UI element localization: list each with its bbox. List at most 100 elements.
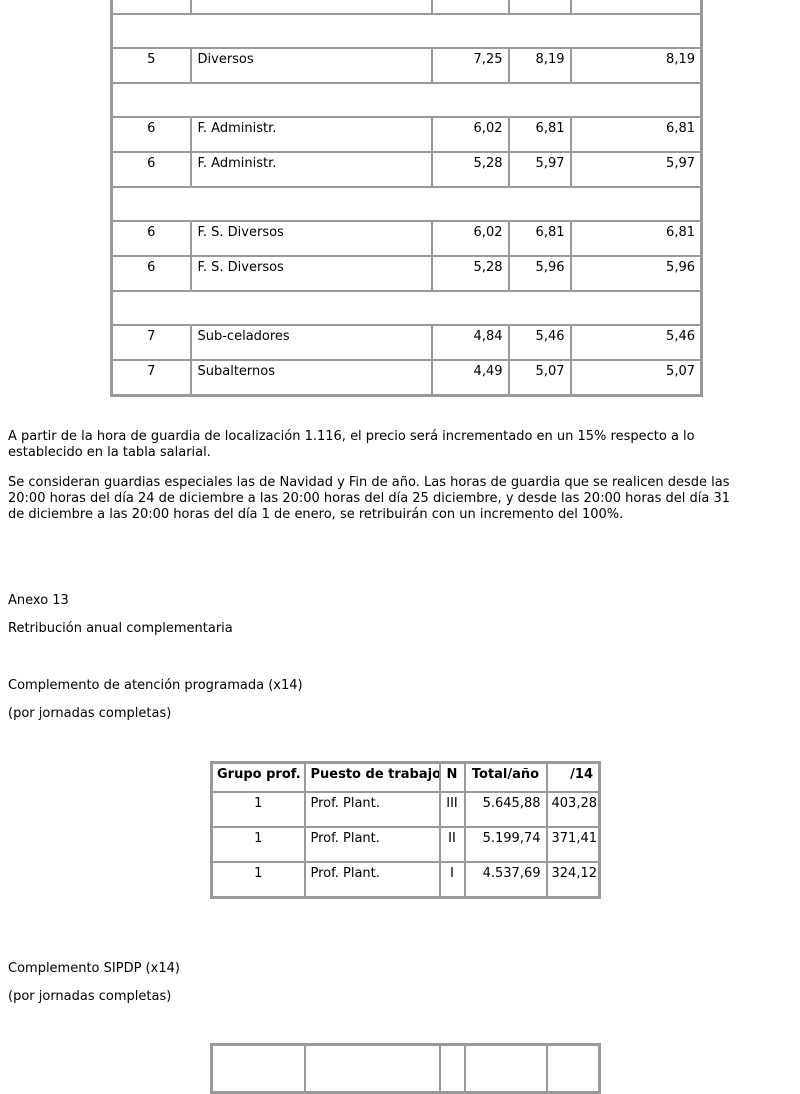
cell: 6,81 [507, 220, 572, 257]
spacer-row [110, 82, 703, 118]
cell [569, 0, 703, 15]
table-row: 7 Sub-celadores 4,84 5,46 5,46 [110, 324, 703, 361]
paragraph-line: de diciembre a las 20:00 horas del día 1… [8, 507, 624, 522]
atencion-programada-table-body: 1 Prof. Plant. III 5.645,88 403,28 1 Prof. Pla… [210, 791, 601, 899]
cell: III [438, 791, 466, 828]
header-row: Grupo prof. Puesto de trabajo N Total/año/1… [210, 761, 601, 793]
cell: 5,96 [507, 255, 572, 292]
cell: 7,25 [430, 47, 510, 84]
cell: Sub-celadores [189, 324, 433, 361]
cell: 7 [110, 359, 192, 397]
atencion-programada-heading: Complemento de atención programada (x14) [8, 678, 303, 693]
cell: Prof. Plant. [303, 826, 441, 863]
sipdp-table-stub [210, 1043, 601, 1094]
cell [438, 1043, 466, 1094]
cell: 6,81 [569, 116, 703, 153]
cell: 5,28 [430, 151, 510, 188]
table-row [210, 1043, 601, 1094]
cell: 5,97 [507, 151, 572, 188]
sipdp-heading: Complemento SIPDP (x14) [8, 961, 180, 976]
cell: 6,02 [430, 116, 510, 153]
cell [303, 1043, 441, 1094]
paragraph-line: A partir de la hora de guardia de locali… [8, 429, 695, 444]
table-row [110, 0, 703, 15]
anexo-subtitle: Retribución anual complementaria [8, 621, 233, 636]
cell: 1 [210, 791, 306, 828]
cell: 5,07 [507, 359, 572, 397]
table-row: 7 Subalternos 4,49 5,07 5,07 [110, 359, 703, 397]
atencion-programada-table-wrap: Grupo prof. Puesto de trabajo N Total/año/1… [210, 761, 601, 899]
cell: 6 [110, 255, 192, 292]
cell: F. Administr. [189, 151, 433, 188]
table-row: 6 F. Administr. 6,02 6,81 6,81 [110, 116, 703, 153]
paragraph-guardia-localizacion: A partir de la hora de guardia de locali… [8, 429, 796, 461]
cell: I [438, 861, 466, 899]
sipdp-table-body [210, 1043, 601, 1094]
cell: Prof. Plant. [303, 861, 441, 899]
cell: 4,49 [430, 359, 510, 397]
guardias-table-clip: 5 Diversos 7,25 8,19 8,19 6 F. Administr. 6,02 6… [110, 0, 703, 397]
table-row: 6 F. S. Diversos 5,28 5,96 5,96 [110, 255, 703, 292]
table-row: 6 F. Administr. 5,28 5,97 5,97 [110, 151, 703, 188]
table-row: 6 F. S. Diversos 6,02 6,81 6,81 [110, 220, 703, 257]
cell: 6,81 [569, 220, 703, 257]
paragraph-guardias-especiales: Se consideran guardias especiales las de… [8, 475, 796, 523]
cell [463, 1043, 548, 1094]
cell: F. S. Diversos [189, 220, 433, 257]
paragraph-line: 20:00 horas del día 24 de diciembre a la… [8, 491, 731, 506]
paragraph-line: establecido en la tabla salarial. [8, 445, 211, 460]
cell: 1 [210, 826, 306, 863]
cell: 324,12 [545, 861, 601, 899]
header-cell: Total/año [463, 761, 548, 793]
cell [110, 290, 703, 326]
header-cell: Grupo prof. [210, 761, 306, 793]
cell: Subalternos [189, 359, 433, 397]
table-row: 1 Prof. Plant. II 5.199,74 371,41 [210, 826, 601, 863]
table-row: 1 Prof. Plant. I 4.537,69 324,12 [210, 861, 601, 899]
cell: 5.199,74 [463, 826, 548, 863]
atencion-programada-table: Grupo prof. Puesto de trabajo N Total/año/1… [210, 761, 601, 899]
cell: 403,28 [545, 791, 601, 828]
atencion-programada-table-head: Grupo prof. Puesto de trabajo N Total/año/1… [210, 761, 601, 793]
header-cell: /14 [545, 761, 601, 793]
table-row: 1 Prof. Plant. III 5.645,88 403,28 [210, 791, 601, 828]
cell: 7 [110, 324, 192, 361]
paragraph-line: Se consideran guardias especiales las de… [8, 475, 730, 490]
cell: 8,19 [569, 47, 703, 84]
cell: 4.537,69 [463, 861, 548, 899]
cell: 6 [110, 151, 192, 188]
cell [110, 82, 703, 118]
cell: F. S. Diversos [189, 255, 433, 292]
cell [189, 0, 433, 15]
cell [430, 0, 510, 15]
cell: 6 [110, 220, 192, 257]
cell [545, 1043, 601, 1094]
cell: 5,28 [430, 255, 510, 292]
cell [110, 0, 192, 15]
cell: 6 [110, 116, 192, 153]
cell: 6,81 [507, 116, 572, 153]
cell [110, 13, 703, 49]
cell: 371,41 [545, 826, 601, 863]
spacer-row [110, 186, 703, 222]
spacer-row [110, 13, 703, 49]
cell [507, 0, 572, 15]
guardias-table: 5 Diversos 7,25 8,19 8,19 6 F. Administr. 6,02 6… [110, 0, 703, 397]
cell: 5,07 [569, 359, 703, 397]
cell: II [438, 826, 466, 863]
cell: F. Administr. [189, 116, 433, 153]
header-cell: Puesto de trabajo [303, 761, 441, 793]
cell [210, 1043, 306, 1094]
cell: 4,84 [430, 324, 510, 361]
cell: 5,46 [507, 324, 572, 361]
cell: 8,19 [507, 47, 572, 84]
sipdp-table-wrap [210, 1043, 601, 1094]
cell: 5,46 [569, 324, 703, 361]
anexo-title: Anexo 13 [8, 593, 69, 608]
cell: 1 [210, 861, 306, 899]
cell: Prof. Plant. [303, 791, 441, 828]
cell: Diversos [189, 47, 433, 84]
sipdp-subheading: (por jornadas completas) [8, 989, 172, 1004]
cell: 6,02 [430, 220, 510, 257]
table-row: 5 Diversos 7,25 8,19 8,19 [110, 47, 703, 84]
